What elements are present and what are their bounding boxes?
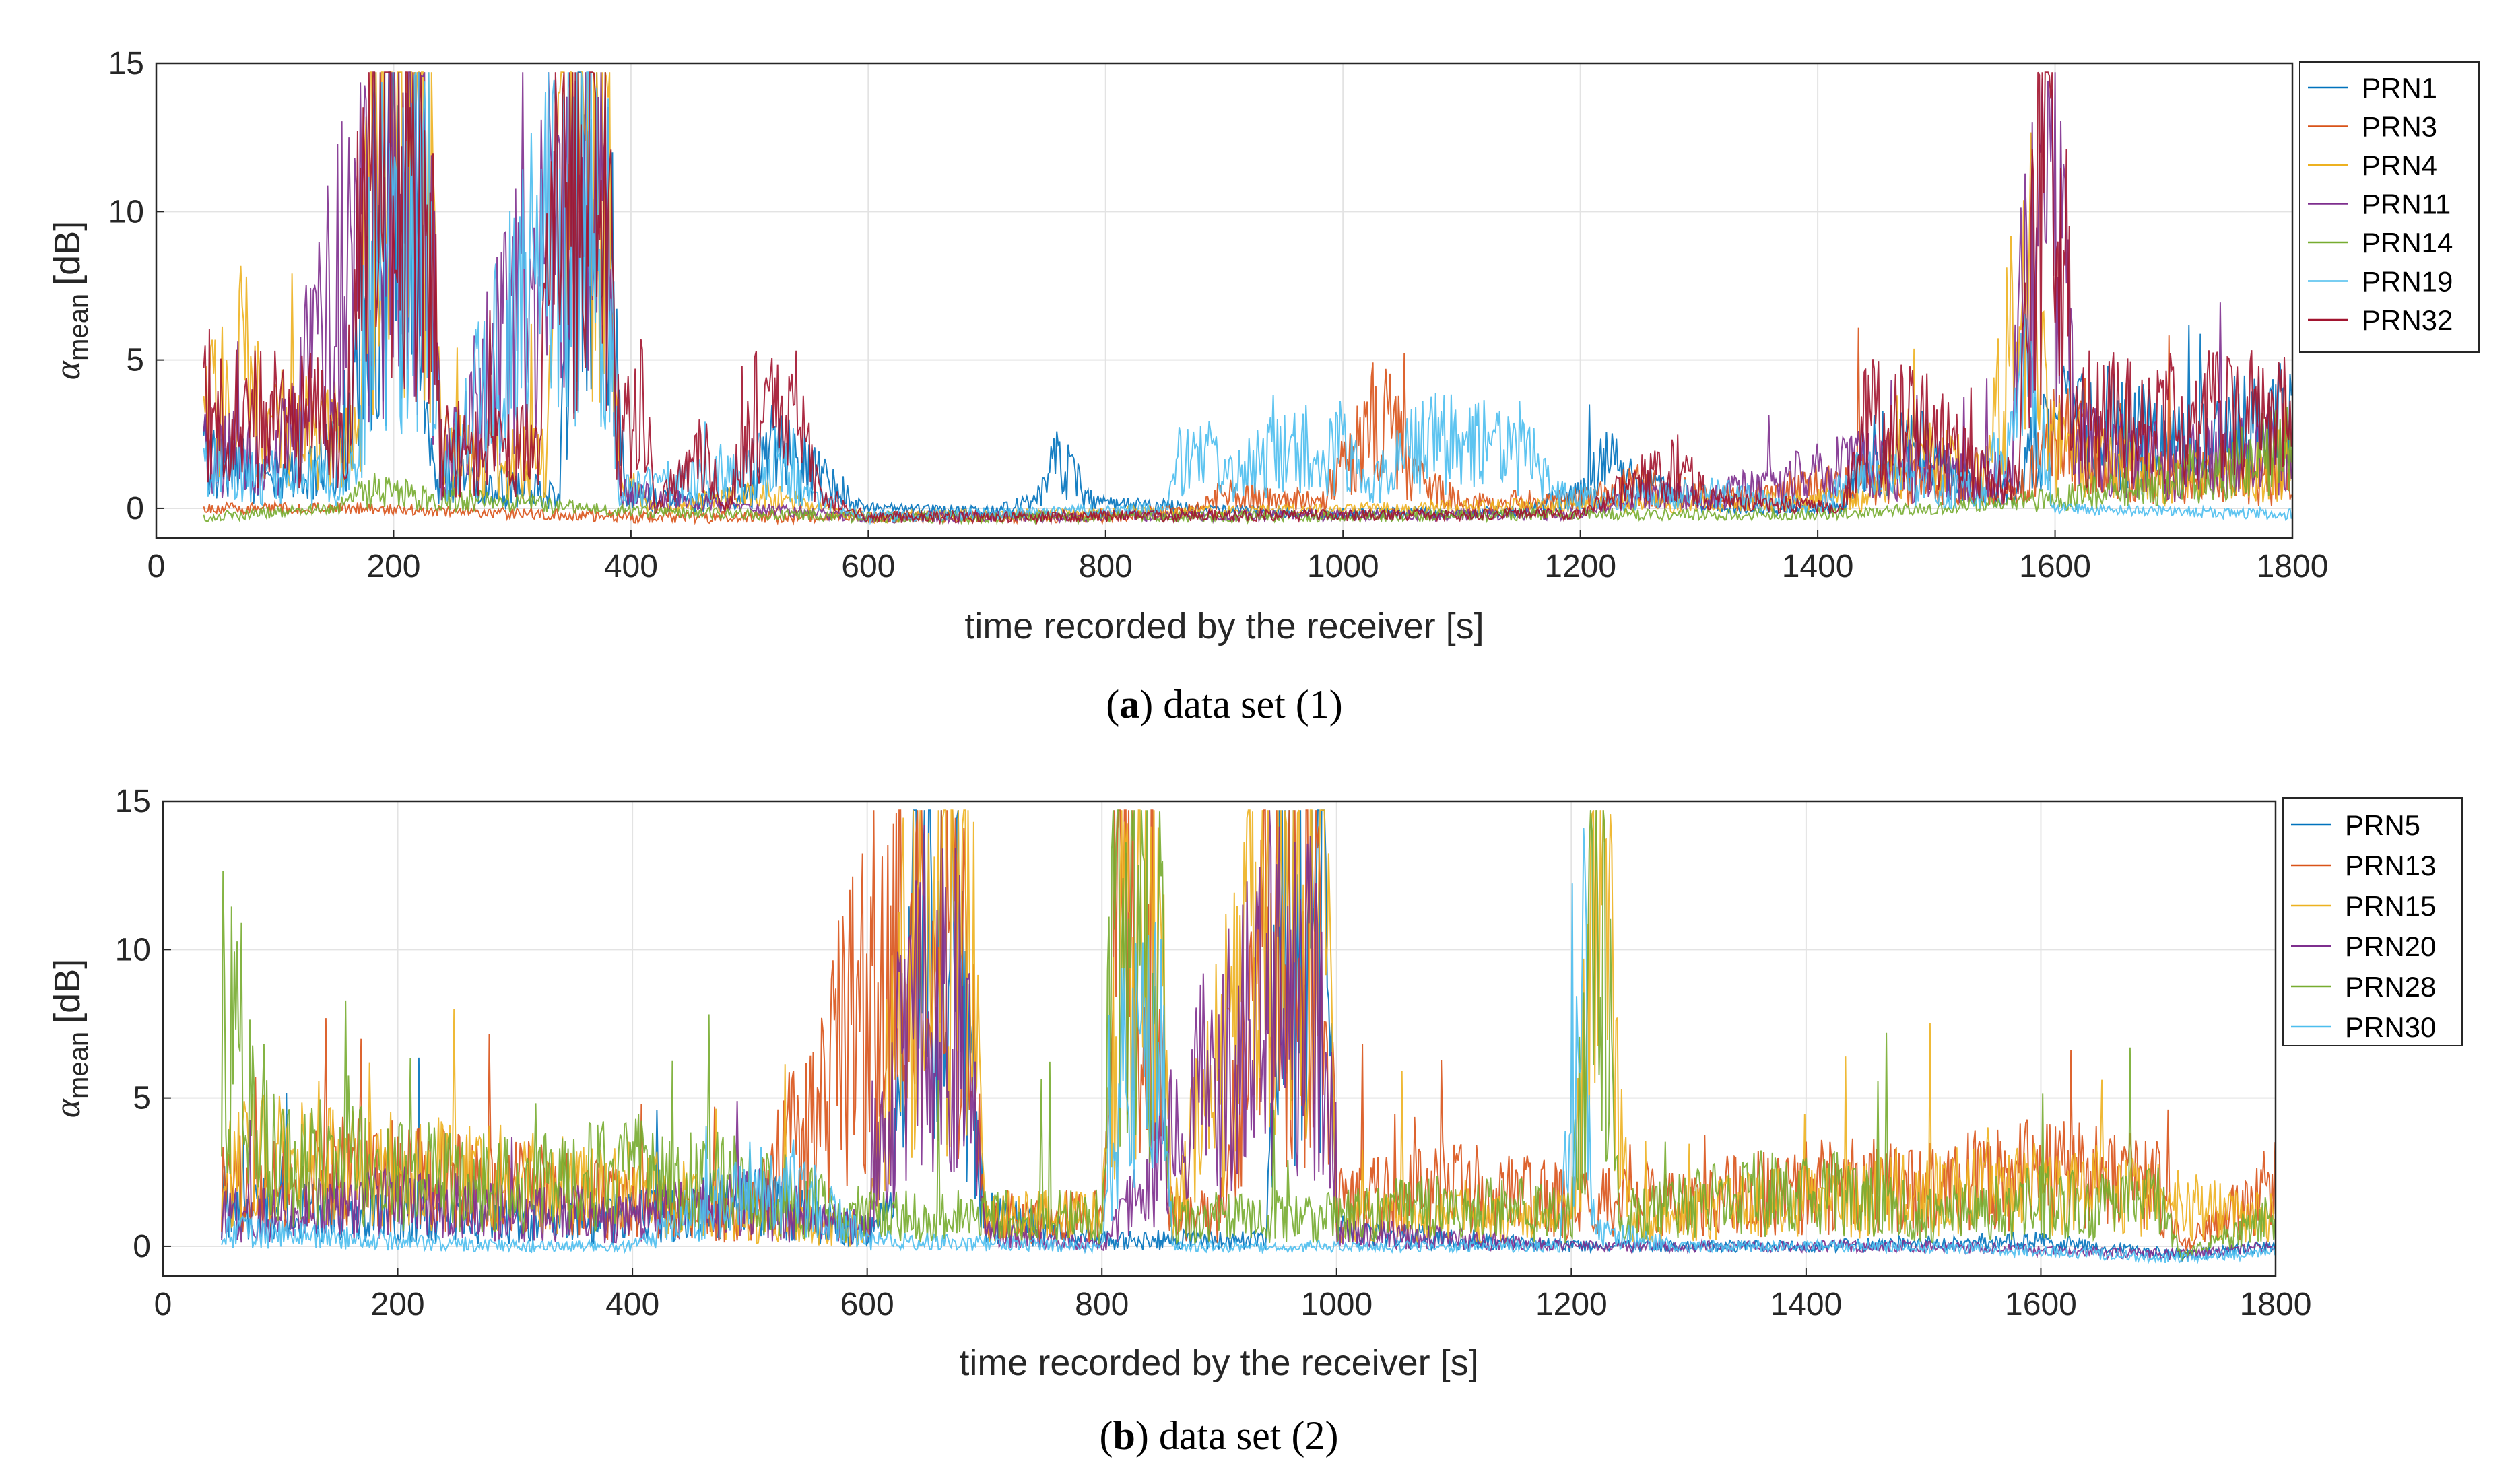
y-tick-label: 15	[108, 46, 144, 81]
y-axis-title-subscript: mean	[64, 294, 94, 361]
series-line-prn19	[203, 71, 2292, 525]
x-tick-label: 600	[840, 1287, 894, 1322]
y-axis: 0 5 10 15	[108, 46, 164, 527]
caption-paren-close: )	[1139, 682, 1163, 727]
series-line-prn13	[221, 809, 2276, 1251]
caption-paren-open: (	[1106, 682, 1119, 727]
legend-label-prn30: PRN30	[2345, 1011, 2436, 1043]
y-tick-label: 5	[133, 1081, 151, 1116]
y-axis: 0 5 10 15	[115, 784, 171, 1264]
y-axis-title-subscript: mean	[64, 1032, 94, 1099]
y-tick-label: 5	[126, 343, 144, 378]
series-lines	[203, 71, 2292, 526]
legend-box	[2299, 61, 2480, 353]
y-axis-title: αmean [dB]	[47, 959, 94, 1118]
series-line-prn30	[221, 828, 2276, 1265]
legend-label-prn20: PRN20	[2345, 931, 2436, 962]
x-tick-label: 200	[366, 549, 420, 584]
chart-panel-a: 0 200 400 600 800 1000 1200 1400 1600 1800 0 5 10 15…	[47, 46, 2480, 727]
x-axis-title: time recorded by the receiver [s]	[959, 1343, 1478, 1383]
x-tick-label: 1800	[2240, 1287, 2312, 1322]
y-axis-title-unit: [dB]	[47, 959, 88, 1023]
x-axis-title: time recorded by the receiver [s]	[964, 606, 1484, 646]
x-tick-label: 600	[841, 549, 895, 584]
legend: PRN1 PRN3 PRN4 PRN11 PRN14 PRN19 PRN32	[2299, 61, 2480, 353]
x-tick-label: 1000	[1300, 1287, 1372, 1322]
x-tick-label: 200	[371, 1287, 425, 1322]
x-tick-label: 1600	[2005, 1287, 2077, 1322]
caption-paren-open: (	[1100, 1413, 1113, 1458]
legend-label-prn13: PRN13	[2345, 850, 2436, 881]
y-axis-title: αmean [dB]	[47, 221, 94, 380]
x-tick-label: 0	[154, 1287, 172, 1322]
x-tick-label: 400	[605, 1287, 659, 1322]
legend-box	[2282, 797, 2463, 1046]
x-tick-label: 1200	[1544, 549, 1616, 584]
caption-text: data set (1)	[1163, 682, 1343, 727]
x-tick-label: 1200	[1535, 1287, 1608, 1322]
series-line-prn14	[203, 406, 2292, 526]
x-tick-label: 1600	[2019, 549, 2091, 584]
y-tick-label: 15	[115, 784, 151, 819]
series-line-prn28	[221, 809, 2276, 1262]
y-tick-label: 10	[115, 932, 151, 968]
chart-panel-b: 0 200 400 600 800 1000 1200 1400 1600 1800 0 5 10 15…	[47, 784, 2463, 1458]
x-axis: 0 200 400 600 800 1000 1200 1400 1600 1800	[147, 530, 2329, 584]
series-line-prn32	[203, 71, 2292, 525]
legend-label-prn15: PRN15	[2345, 890, 2436, 922]
caption-paren-close: )	[1135, 1413, 1159, 1458]
x-tick-label: 800	[1075, 1287, 1129, 1322]
y-tick-label: 10	[108, 194, 144, 230]
legend-label-prn14: PRN14	[2362, 227, 2453, 259]
plot-area-frame	[162, 800, 2277, 1277]
caption-letter: a	[1119, 682, 1139, 727]
y-axis-title-symbol: α	[47, 360, 88, 380]
legend-label-prn11: PRN11	[2362, 189, 2451, 220]
caption-a: (a) data set (1)	[1106, 682, 1343, 727]
y-tick-label: 0	[126, 491, 144, 527]
caption-letter: b	[1113, 1413, 1135, 1458]
caption-b: (b) data set (2)	[1100, 1413, 1339, 1458]
legend-label-prn28: PRN28	[2345, 971, 2436, 1003]
x-tick-label: 400	[604, 549, 658, 584]
y-axis-title-symbol: α	[47, 1098, 88, 1118]
x-axis: 0 200 400 600 800 1000 1200 1400 1600 1800	[154, 1268, 2312, 1322]
x-tick-label: 1000	[1307, 549, 1379, 584]
y-tick-label: 0	[133, 1229, 151, 1264]
legend-label-prn19: PRN19	[2362, 266, 2453, 298]
series-lines	[221, 809, 2276, 1265]
x-tick-label: 800	[1079, 549, 1133, 584]
y-axis-title-unit: [dB]	[47, 221, 88, 285]
legend: PRN5 PRN13 PRN15 PRN20 PRN28 PRN30	[2282, 797, 2463, 1046]
x-tick-label: 1400	[1770, 1287, 1842, 1322]
caption-text: data set (2)	[1159, 1413, 1339, 1458]
x-tick-label: 0	[147, 549, 166, 584]
legend-label-prn32: PRN32	[2362, 304, 2453, 336]
legend-label-prn4: PRN4	[2362, 149, 2437, 181]
legend-label-prn1: PRN1	[2362, 72, 2437, 104]
legend-label-prn3: PRN3	[2362, 111, 2437, 143]
x-tick-label: 1400	[1782, 549, 1854, 584]
legend-label-prn5: PRN5	[2345, 809, 2420, 841]
plot-area-frame	[155, 62, 2294, 539]
x-tick-label: 1800	[2257, 549, 2329, 584]
